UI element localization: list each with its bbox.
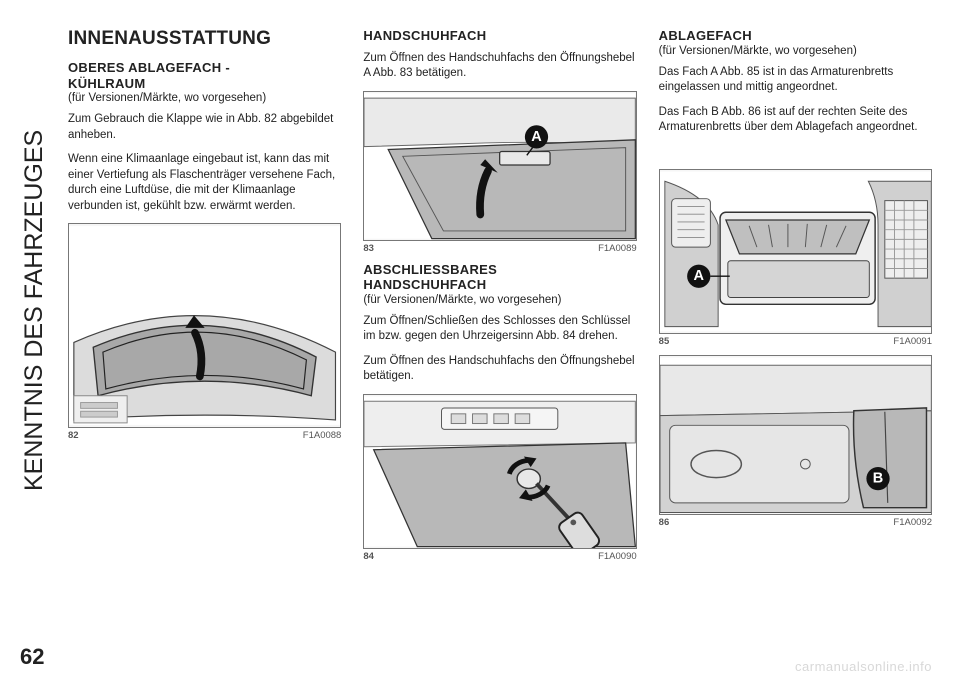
figure-85: A [659, 169, 932, 334]
manual-page: KENNTNIS DES FAHRZEUGES 62 carmanualsonl… [0, 0, 960, 686]
chapter-label: KENNTNIS DES FAHRZEUGES [20, 30, 58, 590]
body-text: Das Fach A Abb. 85 ist in das Armaturenb… [659, 65, 932, 96]
watermark: carmanualsonline.info [795, 659, 932, 674]
figure-82 [68, 223, 341, 428]
spacer [659, 145, 932, 169]
figure-code: F1A0090 [598, 551, 637, 562]
figure-code: F1A0089 [598, 243, 637, 254]
section-heading-lockable-glovebox: ABSCHLIESSBARES HANDSCHUHFACH [363, 262, 636, 293]
heading-text: HANDSCHUHFACH [363, 277, 486, 292]
heading-text: OBERES ABLAGEFACH - [68, 60, 230, 75]
section-heading-upper-compartment: OBERES ABLAGEFACH - KÜHLRAUM [68, 60, 341, 91]
page-number: 62 [20, 644, 44, 670]
column-2: HANDSCHUHFACH Zum Öffnen des Handschuhfa… [363, 28, 636, 676]
figure-84 [363, 394, 636, 549]
column-3: ABLAGEFACH (für Versionen/Märkte, wo vor… [659, 28, 932, 676]
figure-label-86: 86 F1A0092 [659, 517, 932, 528]
figure-code: F1A0092 [893, 517, 932, 528]
body-text: Wenn eine Klimaanlage eingebaut ist, kan… [68, 152, 341, 214]
figure-label-85: 85 F1A0091 [659, 336, 932, 347]
figure-number: 83 [363, 243, 374, 254]
section-heading-storage: ABLAGEFACH [659, 28, 932, 44]
figure-label-84: 84 F1A0090 [363, 551, 636, 562]
section-subtitle: (für Versionen/Märkte, wo vorgesehen) [363, 294, 636, 306]
callout-label: A [693, 268, 704, 284]
figure-number: 85 [659, 336, 670, 347]
figure-number: 86 [659, 517, 670, 528]
figure-number: 82 [68, 430, 79, 441]
body-text: Zum Gebrauch die Klappe wie in Abb. 82 a… [68, 112, 341, 143]
body-text: Zum Öffnen des Handschuhfachs den Öffnun… [363, 354, 636, 385]
body-text: Zum Öffnen/Schließen des Schlosses den S… [363, 314, 636, 345]
heading-text: KÜHLRAUM [68, 76, 146, 91]
figure-86: B [659, 355, 932, 515]
section-subtitle: (für Versionen/Märkte, wo vorgesehen) [659, 45, 932, 57]
figure-number: 84 [363, 551, 374, 562]
figure-code: F1A0091 [893, 336, 932, 347]
body-text: Das Fach B Abb. 86 ist auf der rechten S… [659, 105, 932, 136]
page-title: INNENAUSSTATTUNG [68, 28, 341, 50]
figure-label-82: 82 F1A0088 [68, 430, 341, 441]
section-heading-glovebox: HANDSCHUHFACH [363, 28, 636, 44]
body-text: Zum Öffnen des Handschuhfachs den Öffnun… [363, 51, 636, 82]
callout-label: B [872, 470, 882, 486]
column-1: INNENAUSSTATTUNG OBERES ABLAGEFACH - KÜH… [68, 28, 341, 676]
figure-label-83: 83 F1A0089 [363, 243, 636, 254]
figure-83: A [363, 91, 636, 241]
heading-text: ABSCHLIESSBARES [363, 262, 497, 277]
figure-code: F1A0088 [303, 430, 342, 441]
content-columns: INNENAUSSTATTUNG OBERES ABLAGEFACH - KÜH… [68, 28, 932, 676]
section-subtitle: (für Versionen/Märkte, wo vorgesehen) [68, 92, 341, 104]
callout-label: A [532, 129, 543, 145]
